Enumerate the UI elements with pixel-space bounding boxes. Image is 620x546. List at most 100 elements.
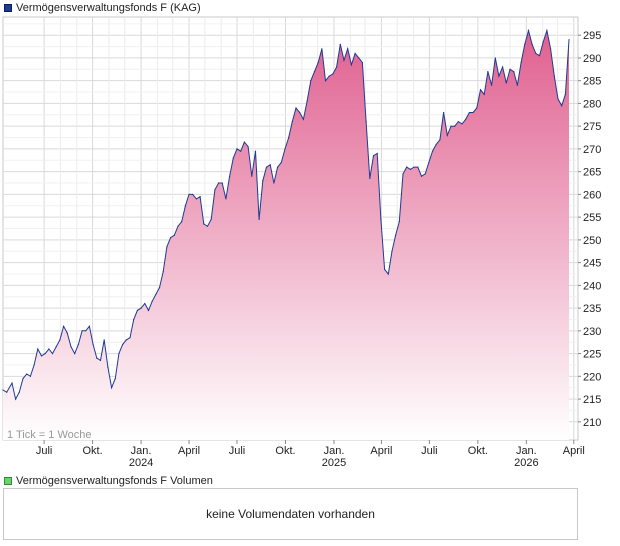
data-point: [11, 382, 13, 384]
data-point: [229, 175, 231, 177]
data-point: [461, 123, 463, 125]
data-point: [391, 250, 393, 252]
data-point: [479, 89, 482, 91]
price-legend-label: Vermögensverwaltungsfonds F (KAG): [16, 2, 201, 14]
data-point: [490, 84, 493, 86]
y-tick-label: 255: [583, 212, 601, 224]
y-axis: 210 215 220 225 230 235 240 245 250 255 260 265 270 2…: [578, 30, 601, 429]
data-point: [516, 84, 518, 86]
data-point: [417, 166, 419, 168]
volume-panel: keine Volumendaten vorhanden: [3, 488, 578, 540]
data-point: [114, 377, 116, 380]
x-tick-label: Juli: [36, 445, 53, 457]
data-point: [398, 221, 400, 223]
data-point: [546, 30, 548, 32]
y-tick-label: 295: [583, 30, 601, 42]
volume-legend-label: Vermögensverwaltungsfonds F Volumen: [16, 475, 213, 487]
data-point: [513, 70, 515, 73]
data-point: [324, 80, 327, 82]
x-tick-label: Jan.: [516, 445, 537, 457]
data-point: [240, 150, 242, 152]
data-point: [26, 373, 28, 375]
data-point: [22, 377, 24, 380]
data-point: [177, 225, 179, 227]
x-tick-label: April: [563, 445, 585, 457]
data-point: [435, 143, 437, 145]
data-point: [51, 352, 54, 355]
y-tick-label: 260: [583, 189, 601, 201]
data-point: [454, 125, 456, 127]
volume-legend: Vermögensverwaltungsfonds F Volumen: [4, 474, 213, 488]
data-point: [6, 391, 8, 393]
data-point: [144, 302, 146, 305]
data-point: [406, 166, 408, 168]
data-point: [203, 223, 205, 225]
data-point: [258, 218, 260, 221]
tick-note: 1 Tick = 1 Woche: [7, 429, 91, 441]
data-point: [59, 339, 61, 341]
data-point: [133, 318, 135, 321]
data-point: [129, 337, 131, 339]
data-point: [527, 30, 530, 32]
data-point: [372, 155, 375, 157]
data-point: [531, 43, 533, 45]
data-point: [147, 309, 150, 311]
data-point: [380, 218, 382, 221]
data-point: [350, 64, 352, 66]
data-point: [151, 300, 153, 302]
data-point: [424, 173, 426, 175]
data-point: [118, 352, 120, 355]
y-tick-label: 215: [583, 394, 601, 406]
y-tick-label: 265: [583, 167, 601, 179]
data-point: [420, 175, 423, 177]
data-point: [339, 43, 341, 45]
data-points: [2, 30, 570, 400]
data-point: [361, 61, 364, 64]
y-tick-label: 235: [583, 303, 601, 315]
data-point: [487, 70, 489, 73]
data-point: [155, 293, 157, 296]
data-point: [88, 325, 91, 327]
data-point: [358, 57, 360, 59]
data-point: [140, 307, 142, 309]
data-point: [188, 193, 190, 195]
data-point: [409, 168, 412, 170]
data-point: [92, 343, 94, 346]
price-line: [2, 28, 570, 401]
data-point: [55, 346, 57, 348]
data-point: [336, 66, 338, 68]
data-point: [107, 366, 109, 368]
data-point: [276, 166, 279, 168]
data-point: [206, 225, 209, 227]
data-point: [44, 352, 46, 355]
data-point: [2, 389, 4, 391]
data-point: [395, 234, 397, 236]
data-point: [192, 193, 194, 195]
data-point: [236, 148, 238, 150]
data-point: [553, 75, 555, 77]
data-point: [439, 139, 441, 141]
x-tick-label: Okt.: [468, 445, 488, 457]
data-point: [15, 398, 17, 400]
x-tick-label: Juli: [421, 445, 438, 457]
data-point: [184, 205, 186, 207]
data-point: [99, 359, 102, 362]
data-point: [81, 330, 83, 332]
data-point: [468, 111, 471, 114]
data-point: [162, 271, 164, 273]
data-point: [284, 148, 286, 150]
data-point: [509, 68, 511, 70]
data-point: [125, 339, 127, 341]
data-point: [450, 125, 452, 127]
x-tick-label: Okt.: [83, 445, 103, 457]
data-point: [498, 75, 500, 77]
data-point: [502, 66, 504, 68]
data-point: [103, 339, 105, 341]
data-point: [40, 355, 43, 357]
x-tick-year: 2025: [322, 457, 346, 469]
y-tick-label: 240: [583, 280, 601, 292]
x-tick-label: Juli: [229, 445, 246, 457]
data-point: [317, 61, 319, 64]
data-point: [85, 330, 87, 332]
x-tick-label: Jan.: [131, 445, 152, 457]
